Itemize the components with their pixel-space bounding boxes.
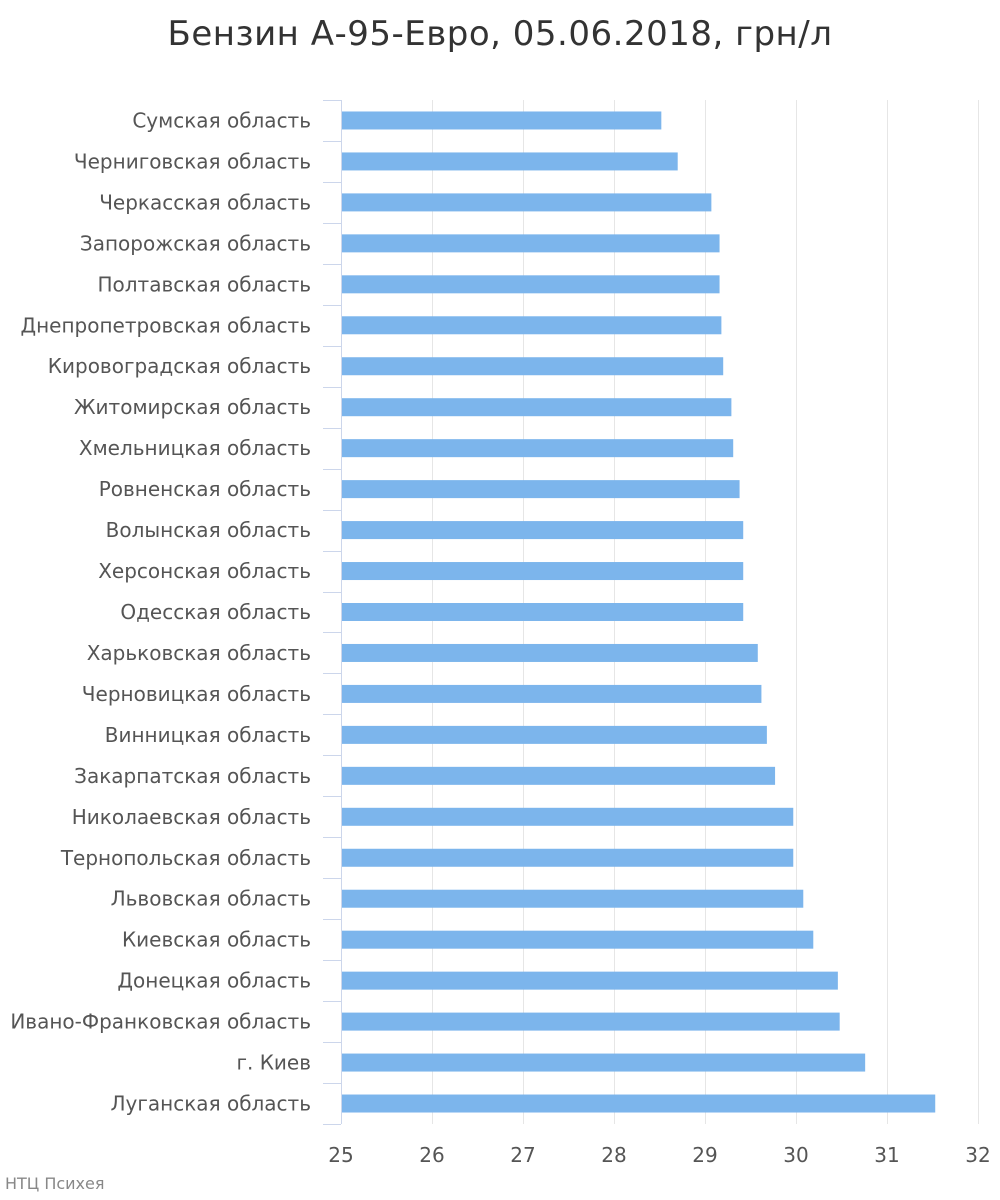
- bar: [342, 152, 678, 171]
- bar: [342, 725, 767, 744]
- category-label: Хмельницкая область: [79, 436, 311, 460]
- x-tick-label: 27: [510, 1143, 535, 1167]
- bar: [342, 930, 814, 949]
- category-label: Черкасская область: [99, 190, 311, 214]
- category-label: Житомирская область: [74, 395, 311, 419]
- bar: [342, 316, 722, 335]
- category-label: Днепропетровская область: [20, 313, 311, 337]
- bar: [342, 234, 720, 253]
- bar: [342, 1094, 936, 1113]
- category-label: Луганская область: [111, 1092, 311, 1116]
- bar: [342, 971, 838, 990]
- chart-title: Бензин А-95-Евро, 05.06.2018, грн/л: [167, 14, 833, 54]
- category-label: Запорожская область: [80, 231, 311, 255]
- bar: [342, 603, 744, 621]
- x-tick-label: 28: [601, 1143, 626, 1167]
- bar: [342, 275, 720, 294]
- bar: [342, 398, 732, 417]
- bar: [342, 807, 794, 826]
- category-label: Киевская область: [122, 928, 311, 952]
- category-label: г. Киев: [236, 1051, 311, 1075]
- bar: [342, 111, 662, 130]
- category-label: Сумская область: [132, 108, 311, 132]
- category-label: Винницкая область: [105, 723, 311, 747]
- credits-label: НТЦ Психея: [5, 1174, 105, 1193]
- bar: [342, 766, 776, 785]
- bar: [342, 684, 762, 703]
- bar: [342, 521, 744, 540]
- category-label: Львовская область: [111, 887, 311, 911]
- category-label: Черновицкая область: [82, 682, 311, 706]
- bar: [342, 357, 724, 376]
- x-tick-label: 25: [328, 1143, 353, 1167]
- bar: [342, 1012, 840, 1031]
- bar: [342, 848, 794, 867]
- bar: [342, 439, 734, 458]
- category-label: Ивано-Франковская область: [10, 1010, 311, 1034]
- category-label: Черниговская область: [74, 149, 311, 173]
- value-axis-labels: 25 26 27 28 29 30 31 32: [328, 1143, 990, 1167]
- bar: [342, 643, 758, 662]
- category-label: Ровненская область: [99, 477, 311, 501]
- category-label: Закарпатская область: [74, 764, 311, 788]
- category-labels: Сумская область Черниговская область Черка…: [10, 108, 311, 1115]
- bar: [342, 1053, 866, 1072]
- bar: [342, 193, 712, 212]
- category-label: Волынская область: [106, 518, 311, 542]
- bar: [342, 889, 804, 908]
- category-label: Донецкая область: [117, 969, 311, 993]
- x-tick-label: 31: [874, 1143, 899, 1167]
- category-label: Одесская область: [120, 600, 311, 624]
- category-label: Харьковская область: [87, 641, 311, 665]
- x-tick-label: 32: [965, 1143, 990, 1167]
- category-label: Полтавская область: [97, 272, 311, 296]
- category-label: Николаевская область: [72, 805, 311, 829]
- x-tick-label: 26: [419, 1143, 444, 1167]
- bar: [342, 480, 740, 499]
- category-label: Тернопольская область: [60, 846, 311, 870]
- x-tick-label: 29: [692, 1143, 717, 1167]
- bar: [342, 562, 744, 581]
- category-label: Херсонская область: [98, 559, 311, 583]
- category-label: Кировоградская область: [48, 354, 311, 378]
- bars: [342, 111, 936, 1113]
- category-axis: [323, 100, 342, 1125]
- x-tick-label: 30: [783, 1143, 808, 1167]
